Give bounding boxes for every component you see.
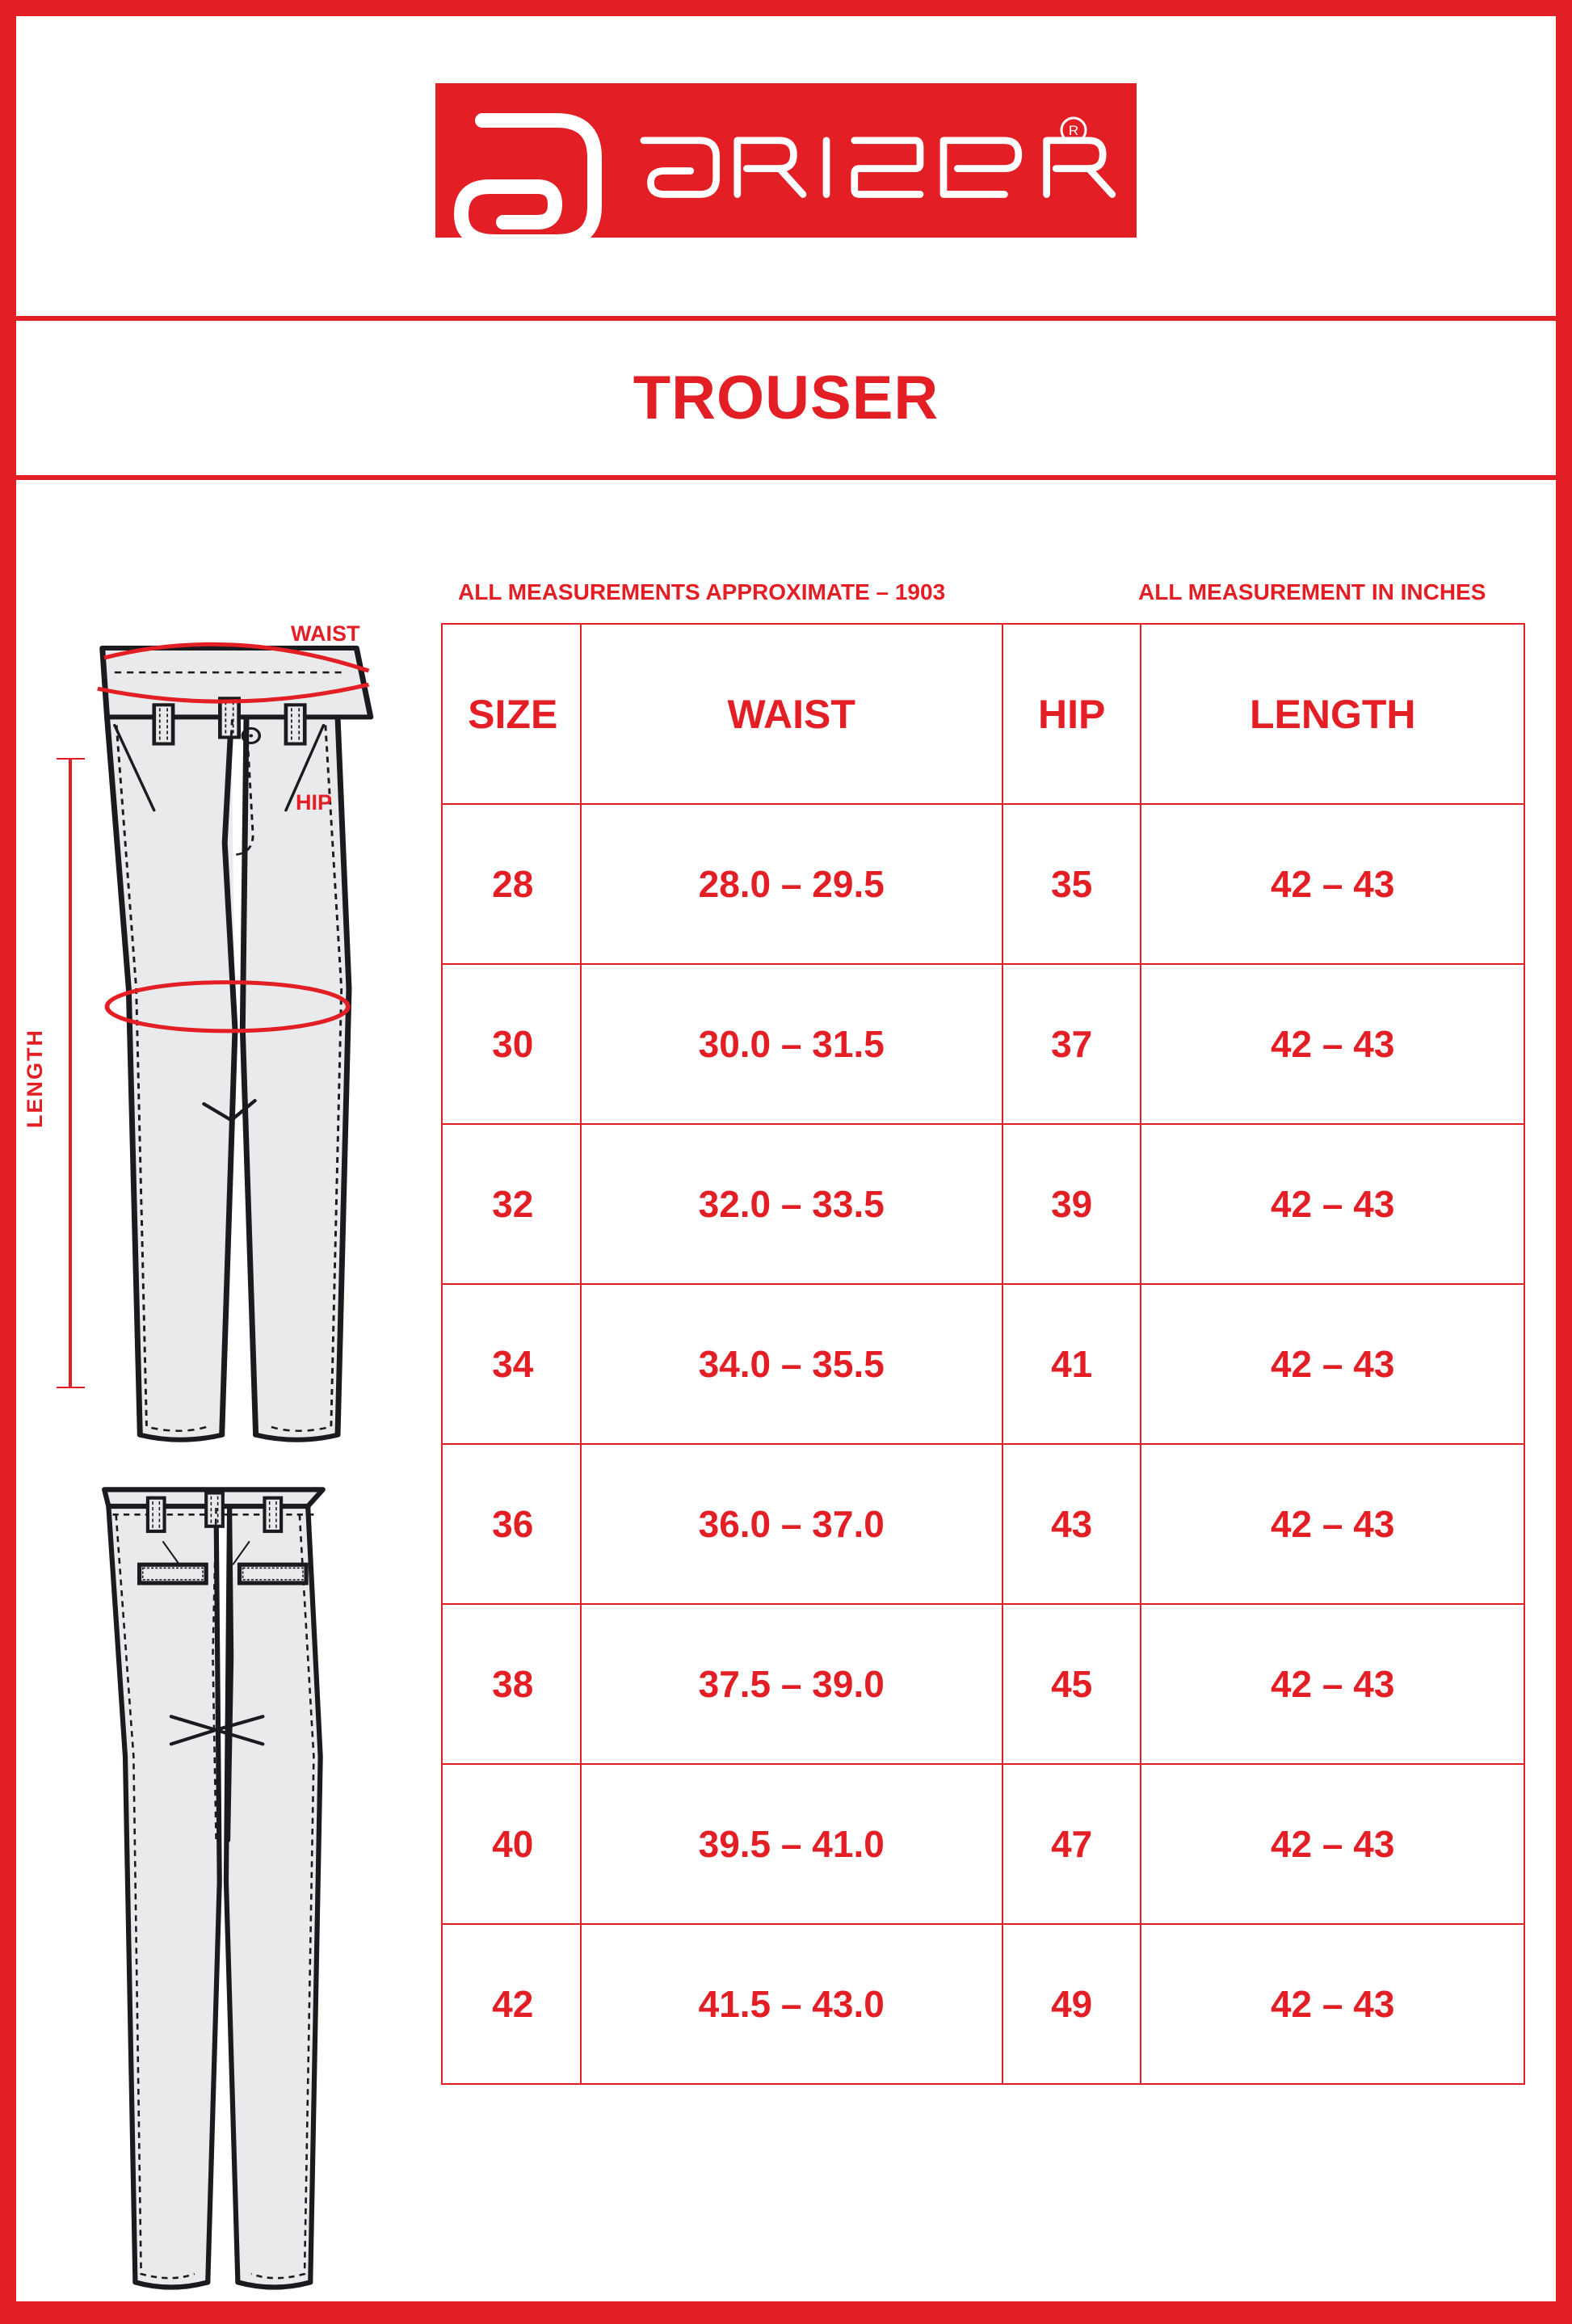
svg-text:R: R — [1069, 123, 1078, 138]
